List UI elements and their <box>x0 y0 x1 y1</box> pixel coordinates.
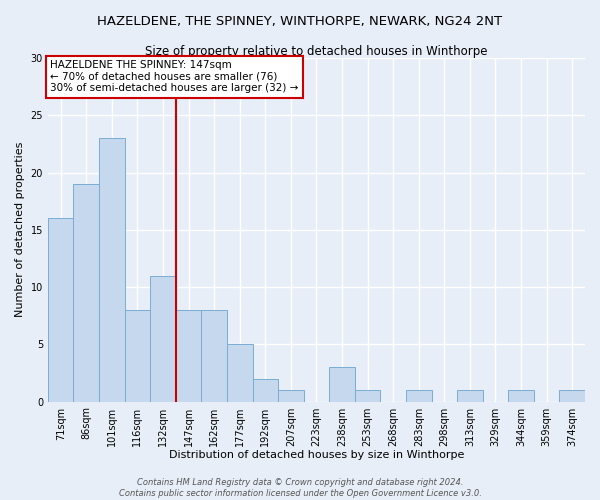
Text: HAZELDENE, THE SPINNEY, WINTHORPE, NEWARK, NG24 2NT: HAZELDENE, THE SPINNEY, WINTHORPE, NEWAR… <box>97 15 503 28</box>
Bar <box>176 310 202 402</box>
Bar <box>457 390 482 402</box>
Bar <box>278 390 304 402</box>
Bar <box>73 184 99 402</box>
Bar <box>125 310 150 402</box>
Bar <box>406 390 431 402</box>
Bar <box>227 344 253 402</box>
Bar <box>202 310 227 402</box>
Bar <box>329 367 355 402</box>
Text: HAZELDENE THE SPINNEY: 147sqm
← 70% of detached houses are smaller (76)
30% of s: HAZELDENE THE SPINNEY: 147sqm ← 70% of d… <box>50 60 299 94</box>
Bar <box>99 138 125 402</box>
Bar <box>559 390 585 402</box>
Y-axis label: Number of detached properties: Number of detached properties <box>15 142 25 318</box>
Bar <box>150 276 176 402</box>
Text: Contains HM Land Registry data © Crown copyright and database right 2024.
Contai: Contains HM Land Registry data © Crown c… <box>119 478 481 498</box>
X-axis label: Distribution of detached houses by size in Winthorpe: Distribution of detached houses by size … <box>169 450 464 460</box>
Title: Size of property relative to detached houses in Winthorpe: Size of property relative to detached ho… <box>145 45 488 58</box>
Bar <box>508 390 534 402</box>
Bar <box>48 218 73 402</box>
Bar <box>253 378 278 402</box>
Bar <box>355 390 380 402</box>
